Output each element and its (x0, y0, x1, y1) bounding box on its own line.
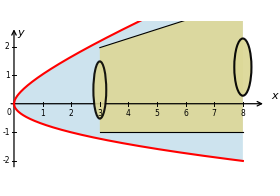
Text: 2: 2 (69, 109, 74, 118)
Text: 6: 6 (183, 109, 188, 118)
Ellipse shape (234, 38, 251, 96)
Ellipse shape (94, 61, 106, 119)
Text: 1: 1 (5, 71, 10, 80)
Polygon shape (14, 0, 243, 161)
Text: 8: 8 (241, 109, 245, 118)
Text: 4: 4 (126, 109, 131, 118)
Text: 2: 2 (5, 42, 10, 51)
Text: 0: 0 (6, 108, 11, 117)
Text: -2: -2 (2, 156, 10, 165)
Text: 7: 7 (212, 109, 217, 118)
Text: 3: 3 (97, 109, 102, 118)
Text: 5: 5 (155, 109, 160, 118)
Text: 1: 1 (40, 109, 45, 118)
Text: -1: -1 (2, 128, 10, 137)
Text: x: x (272, 91, 278, 102)
Text: y: y (17, 28, 24, 38)
Polygon shape (100, 2, 243, 132)
